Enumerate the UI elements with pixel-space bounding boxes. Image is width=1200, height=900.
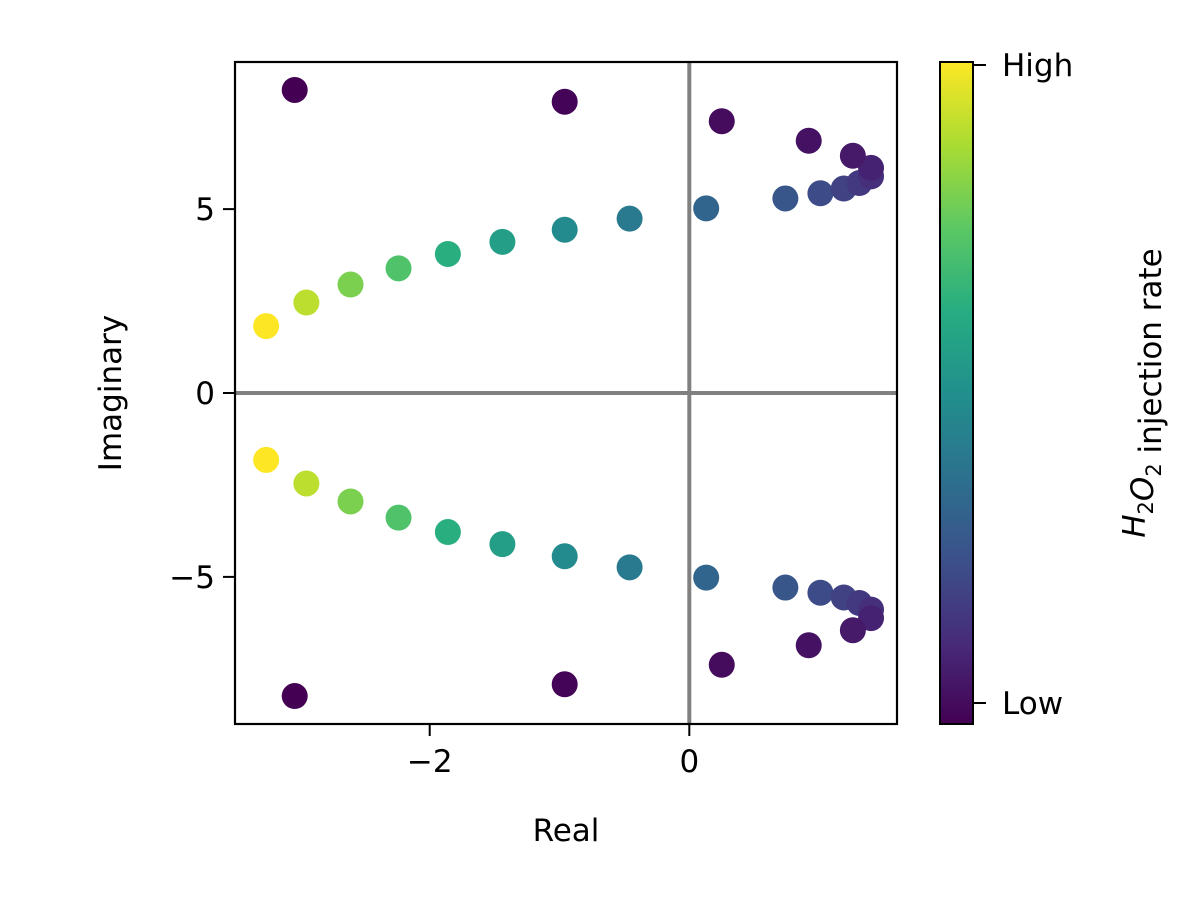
- y-axis-ticks: −5 0 5: [169, 192, 235, 596]
- scatter-point: [337, 488, 364, 515]
- scatter-points: [253, 76, 885, 710]
- colorbar-low-label: Low: [1002, 686, 1063, 722]
- scatter-point: [772, 574, 799, 601]
- scatter-point: [693, 564, 720, 591]
- scatter-point: [253, 313, 280, 340]
- scatter-point: [551, 671, 578, 698]
- scatter-point: [772, 185, 799, 212]
- scatter-point: [807, 180, 834, 207]
- colorbar: [939, 61, 974, 725]
- scatter-point: [708, 651, 735, 678]
- scatter-point: [795, 632, 822, 659]
- x-tick-label: 0: [679, 744, 699, 780]
- scatter-point: [551, 543, 578, 570]
- scatter-point: [489, 228, 516, 255]
- colorbar-label: H2O2 injection rate: [1117, 248, 1169, 538]
- scatter-point: [281, 76, 308, 103]
- scatter-point: [434, 240, 461, 267]
- scatter-point: [489, 531, 516, 558]
- scatter-point: [551, 88, 578, 115]
- y-axis-label: Imaginary: [93, 315, 129, 471]
- scatter-point: [337, 271, 364, 298]
- scatter-point: [551, 216, 578, 243]
- x-axis-label: Real: [533, 813, 600, 849]
- scatter-point: [293, 289, 320, 316]
- reference-lines: [235, 62, 897, 724]
- scatter-point: [616, 554, 643, 581]
- scatter-point: [693, 195, 720, 222]
- scatter-point: [616, 205, 643, 232]
- scatter-point: [795, 127, 822, 154]
- scatter-point: [839, 617, 866, 644]
- scatter-point: [385, 255, 412, 282]
- x-tick-label: −2: [407, 744, 453, 780]
- colorbar-high-label: High: [1002, 48, 1073, 84]
- y-tick-label: 0: [195, 376, 215, 412]
- scatter-point: [281, 683, 308, 710]
- scatter-point: [385, 504, 412, 531]
- scatter-point: [807, 579, 834, 606]
- scatter-point: [434, 519, 461, 546]
- scatter-point: [708, 108, 735, 135]
- x-axis-ticks: −2 0: [407, 724, 699, 780]
- scatter-point: [839, 142, 866, 169]
- scatter-point: [253, 446, 280, 473]
- scatter-point: [293, 470, 320, 497]
- y-tick-label: −5: [169, 560, 215, 596]
- y-tick-label: 5: [195, 192, 215, 228]
